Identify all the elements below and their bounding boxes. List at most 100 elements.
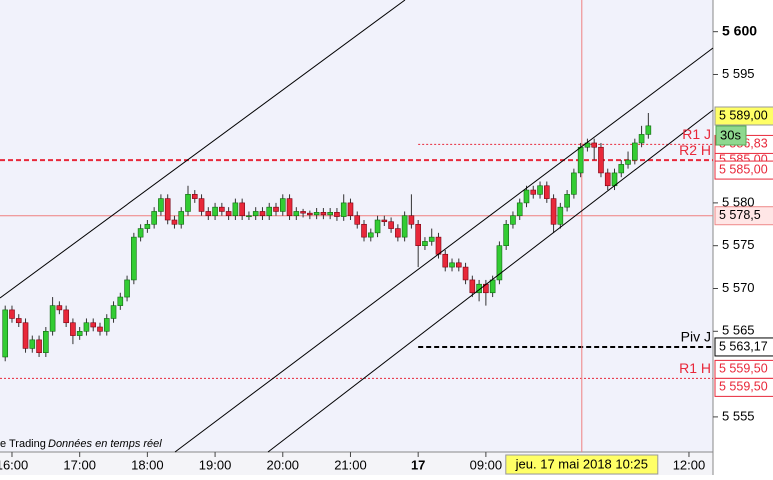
candle-body — [449, 262, 455, 268]
candle-body — [259, 211, 266, 217]
candle-body — [49, 305, 56, 332]
candle-body — [361, 223, 367, 238]
candle-body — [63, 309, 69, 324]
candle-body — [530, 189, 537, 195]
candle-body — [246, 215, 252, 218]
candle-body — [266, 206, 273, 217]
candle-body — [29, 339, 36, 349]
candle-body — [455, 262, 462, 268]
candle-body — [428, 236, 435, 242]
candle-body — [293, 211, 300, 217]
x-tick-label: 17 — [411, 457, 425, 472]
x-tick-label: 19:00 — [199, 457, 232, 472]
y-tick-label: 5 595 — [722, 66, 755, 81]
level-label: R2 H — [679, 142, 711, 158]
candle-body — [422, 241, 428, 246]
candle-body — [286, 198, 293, 217]
candle-body — [56, 305, 63, 311]
candle-body — [76, 330, 83, 336]
candle-body — [401, 215, 408, 238]
candle-body — [158, 198, 164, 212]
channel-line — [0, 0, 406, 299]
channel-line — [174, 47, 714, 453]
x-tick-label: 20:00 — [267, 457, 300, 472]
y-tick-label: 5 580 — [722, 194, 755, 209]
candle-body — [198, 198, 205, 212]
candle-body — [97, 326, 103, 332]
candle-body — [117, 296, 124, 306]
candle-body — [22, 322, 29, 349]
candle-body — [219, 206, 225, 212]
candle-body — [510, 215, 516, 225]
level-label: R1 H — [679, 360, 711, 376]
candle-body — [577, 146, 584, 174]
candle-body — [2, 309, 9, 358]
candle-body — [469, 279, 476, 294]
candle-body — [164, 198, 171, 221]
candle-body — [584, 142, 591, 148]
candle-body — [185, 194, 191, 212]
candle-body — [252, 211, 259, 217]
price-tag-label: 5 585,00 — [719, 162, 768, 176]
x-tick-label: 18:00 — [131, 457, 164, 472]
candle-body — [367, 232, 374, 238]
candle-body — [279, 198, 286, 212]
candle-body — [571, 172, 577, 195]
candle-body — [225, 211, 232, 217]
candle-body — [83, 322, 90, 332]
candle-body — [523, 189, 530, 204]
candle-body — [15, 318, 22, 324]
candle-body — [496, 245, 503, 281]
candle-body — [307, 212, 313, 216]
candle-body — [131, 236, 137, 281]
candle-body — [239, 202, 245, 217]
candle-body — [124, 279, 130, 298]
crosshair-time-label: jeu. 17 mai 2018 10:25 — [515, 456, 648, 471]
candle-body — [273, 206, 279, 212]
candle-body — [171, 219, 178, 225]
candle-body — [340, 202, 347, 217]
candle-body — [70, 322, 76, 336]
candle-body — [232, 202, 239, 217]
price-tag — [714, 377, 773, 397]
price-tag-label: 5 559,50 — [719, 362, 768, 376]
x-tick-label: 12:00 — [673, 457, 706, 472]
x-tick-label: 17:00 — [63, 457, 96, 472]
candle-body — [300, 211, 306, 214]
crosshair-time-tag — [505, 454, 659, 475]
candle-body — [503, 223, 509, 246]
candle-body — [110, 305, 117, 319]
candle-body — [43, 330, 49, 353]
candle-body — [395, 228, 401, 238]
candle-body — [516, 202, 523, 217]
price-tag-label: 5 578,5 — [719, 208, 761, 222]
y-tick-label: 5 565 — [722, 323, 755, 338]
level-label: R1 J — [682, 126, 711, 142]
candle-body — [645, 125, 652, 135]
y-tick-label: 5 600 — [722, 22, 757, 38]
price-tag-label: 5 563,17 — [719, 339, 768, 353]
candle-body — [9, 309, 15, 319]
price-tag — [714, 106, 773, 126]
candle-body — [374, 219, 381, 234]
candle-body — [632, 142, 638, 161]
candle-body — [625, 159, 631, 165]
price-tag-label: 5 589,00 — [719, 108, 768, 122]
candle-body — [638, 134, 645, 144]
candle-body — [462, 266, 469, 281]
candle-body — [618, 164, 625, 174]
candle-body — [334, 212, 340, 217]
candle-body — [550, 198, 557, 225]
y-tick-label: 5 575 — [722, 237, 755, 252]
candle-body — [544, 185, 550, 199]
candle-body — [151, 211, 157, 225]
candle-body — [327, 212, 333, 216]
candle-body — [537, 185, 543, 195]
candle-body — [381, 219, 388, 223]
candle-body — [489, 279, 496, 294]
x-tick-label: 09:00 — [470, 457, 503, 472]
plot-area — [0, 0, 713, 452]
candle-body — [313, 212, 320, 216]
timer-box — [715, 125, 747, 146]
